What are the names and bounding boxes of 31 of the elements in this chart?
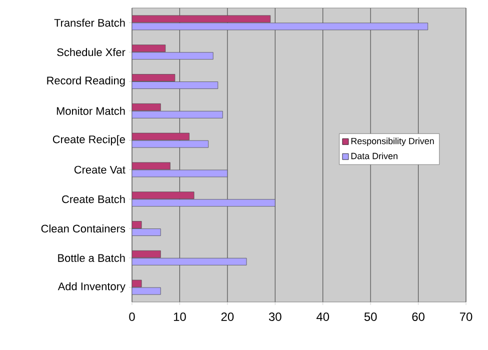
x-tick-label: 30 — [268, 312, 282, 321]
y-tick-label: Add Inventory — [58, 282, 126, 292]
x-tick-label: 60 — [412, 312, 424, 321]
bar — [132, 44, 166, 52]
y-tick-label: Record Reading — [47, 76, 125, 87]
bar — [132, 199, 276, 207]
bar — [132, 192, 194, 200]
y-tick-label: Monitor Match — [56, 106, 125, 115]
y-tick-label: Create Recip[e — [52, 135, 125, 146]
y-tick-label: Bottle a Batch — [58, 254, 125, 262]
bar — [132, 74, 176, 82]
x-tick-label: 50 — [364, 312, 377, 321]
y-tick-label: Schedule Xfer — [57, 48, 126, 56]
bar — [132, 250, 161, 258]
legend-label: Data Driven — [351, 152, 398, 160]
x-tick-label: 0 — [129, 312, 135, 321]
bar — [132, 82, 218, 89]
y-tick-label: Create Batch — [62, 195, 125, 204]
x-tick-label: 20 — [221, 312, 234, 321]
y-tick-label: Transfer Batch — [54, 18, 125, 27]
x-tick-label: 10 — [174, 312, 186, 321]
x-tick-label: 70 — [460, 312, 472, 321]
legend-label: Responsibility Driven — [351, 138, 434, 146]
y-tick-label: Create Vat — [74, 166, 126, 174]
bar — [132, 103, 161, 111]
bar — [132, 258, 247, 266]
bar — [132, 110, 223, 118]
x-tick-label: 40 — [316, 312, 330, 321]
y-tick-label: Clean Containers — [41, 224, 126, 233]
bar — [132, 228, 161, 236]
bar — [132, 52, 214, 60]
